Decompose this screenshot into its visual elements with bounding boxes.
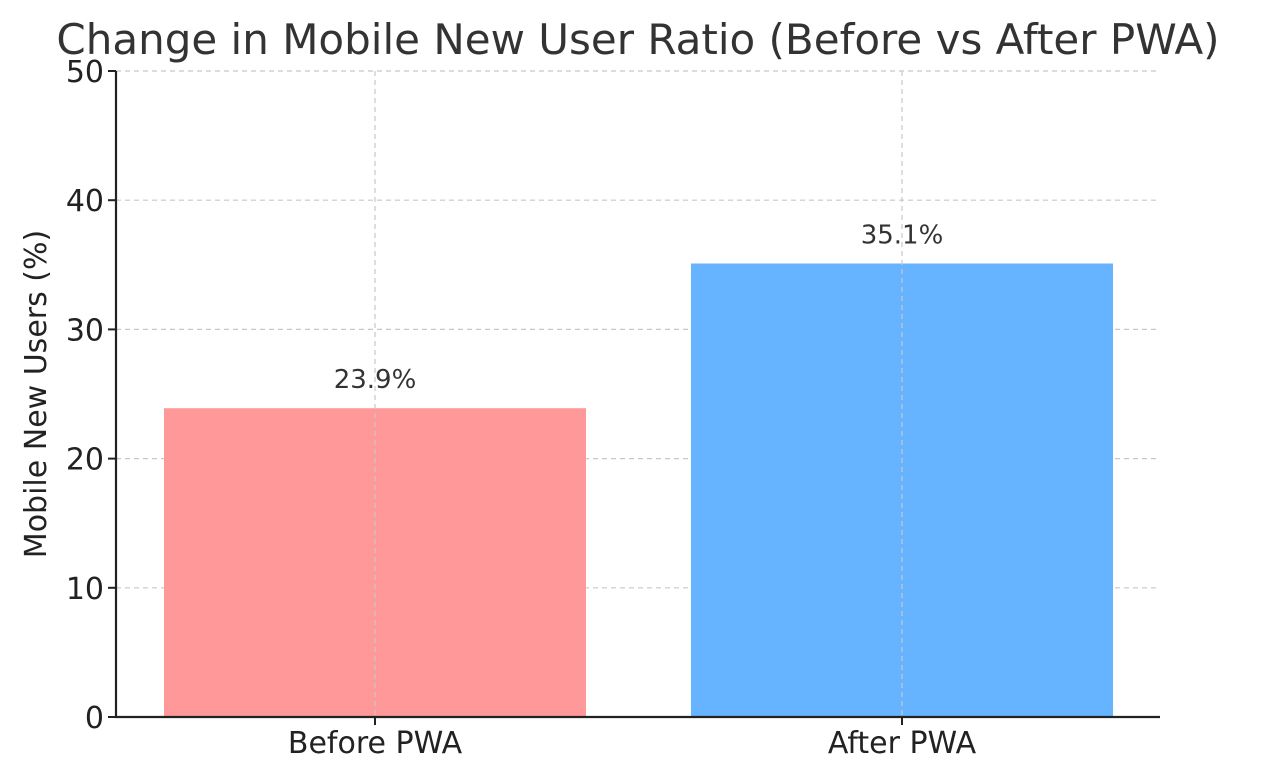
y-tick-label: 30 <box>66 313 104 348</box>
bars <box>164 263 1113 717</box>
x-tick-label: After PWA <box>828 726 977 761</box>
axes <box>108 70 1160 725</box>
x-tick-label: Before PWA <box>288 726 463 761</box>
y-tick-label: 40 <box>66 184 104 219</box>
labels: 0 10 20 30 40 50 Before PWA After PWA 23.9% 35.1% <box>66 55 977 761</box>
y-tick-label: 20 <box>66 443 104 478</box>
bar <box>164 408 586 717</box>
y-tick-label: 0 <box>85 701 104 736</box>
bar-value-label: 23.9% <box>334 365 417 395</box>
y-tick-label: 10 <box>66 572 104 607</box>
bar-value-label: 35.1% <box>861 221 944 251</box>
y-tick-label: 50 <box>66 55 104 90</box>
chart-title: Change in Mobile New User Ratio (Before … <box>56 15 1219 64</box>
y-axis-label: Mobile New Users (%) <box>19 230 54 558</box>
